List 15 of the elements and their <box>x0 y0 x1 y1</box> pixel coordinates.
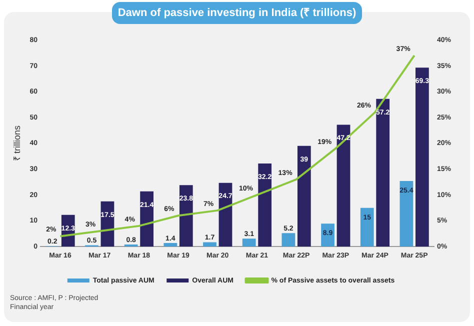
bar <box>203 242 216 247</box>
chart-title: Dawn of passive investing in India (₹ trillions) <box>112 2 362 24</box>
bar <box>416 68 429 247</box>
bar <box>164 242 178 247</box>
bar <box>360 208 374 247</box>
bar <box>400 181 414 247</box>
bar <box>297 146 311 247</box>
bar <box>179 185 193 247</box>
bar <box>140 191 154 247</box>
bar <box>282 233 296 247</box>
bar <box>258 163 272 247</box>
bar <box>242 238 256 247</box>
y-axis-title: ₹ trillions <box>12 125 22 162</box>
bar <box>336 124 350 247</box>
bar <box>376 98 390 247</box>
